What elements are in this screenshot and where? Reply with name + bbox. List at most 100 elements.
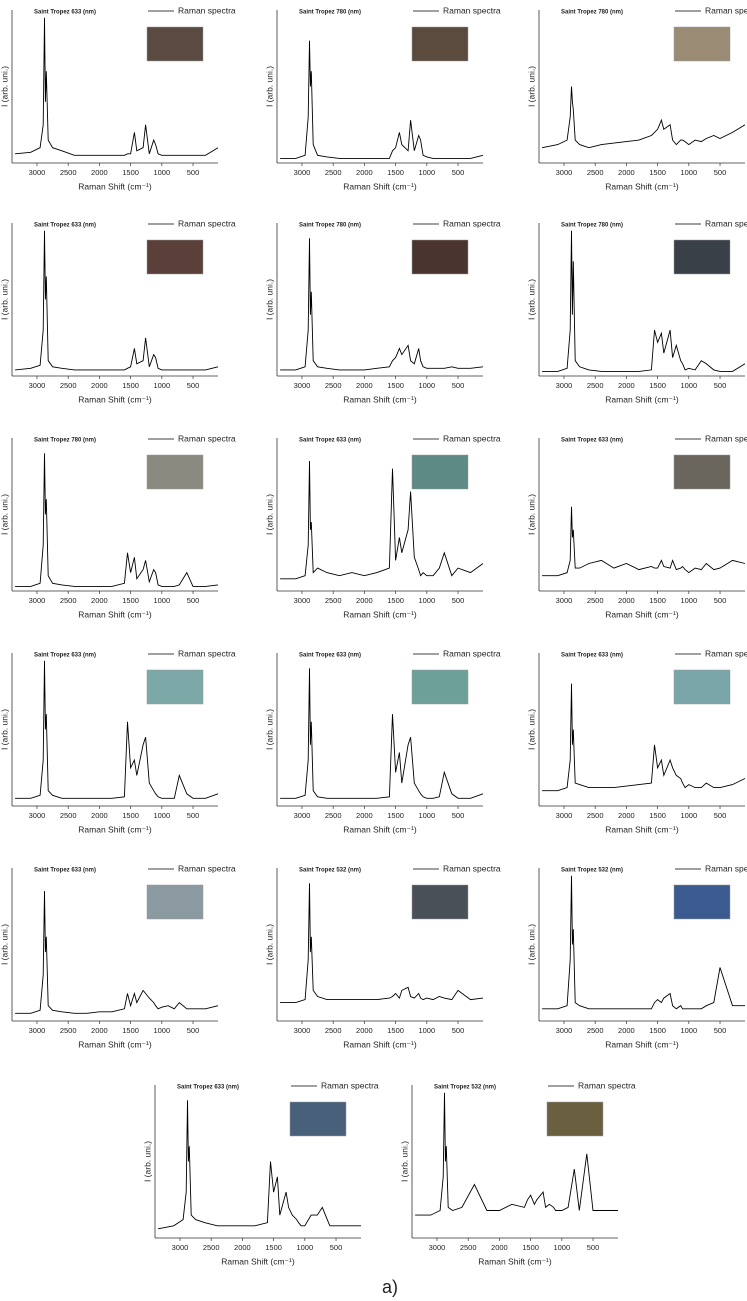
x-tick-label: 1500 <box>122 811 139 820</box>
y-axis-title: I (arb. uni.) <box>0 66 9 107</box>
x-tick-label: 2000 <box>491 1243 508 1252</box>
x-tick-label: 3000 <box>29 168 46 177</box>
x-tick-label: 2500 <box>60 811 77 820</box>
x-tick-label: 2500 <box>60 1026 77 1035</box>
x-tick-label: 1500 <box>649 596 666 605</box>
x-tick-label: 1500 <box>649 1026 666 1035</box>
spectrum-line <box>15 660 219 799</box>
x-tick-label: 500 <box>452 596 465 605</box>
chart-panel: 3000 2500 2000 1500 1000 500 Raman Shift (cm⁻¹… <box>0 648 236 834</box>
x-tick-label: 1500 <box>522 1243 539 1252</box>
sample-photo <box>411 26 469 62</box>
sample-photo <box>289 1101 347 1137</box>
x-tick-label: 3000 <box>172 1243 189 1252</box>
x-tick-label: 1000 <box>680 168 697 177</box>
sample-photo <box>546 1101 604 1137</box>
x-tick-label: 3000 <box>29 1026 46 1035</box>
x-tick-label: 2500 <box>203 1243 220 1252</box>
spectrum-line <box>542 230 746 372</box>
x-tick-label: 1000 <box>418 381 435 390</box>
x-tick-label: 1500 <box>649 168 666 177</box>
legend-label: Raman spectra <box>443 648 501 658</box>
legend-label: Raman spectra <box>705 863 747 873</box>
x-axis-title: Raman Shift (cm⁻¹) <box>605 394 679 404</box>
x-tick-label: 1500 <box>387 381 404 390</box>
sample-photo <box>673 884 731 920</box>
spectrum-line <box>280 460 484 580</box>
x-tick-label: 1000 <box>153 811 170 820</box>
x-tick-label: 2000 <box>356 168 373 177</box>
spectrum-line <box>542 86 746 149</box>
x-tick-label: 1500 <box>387 1026 404 1035</box>
x-tick-label: 500 <box>587 1243 600 1252</box>
x-tick-label: 500 <box>187 1026 200 1035</box>
y-axis-title: I (arb. uni.) <box>526 924 536 965</box>
x-tick-label: 2500 <box>325 168 342 177</box>
x-tick-label: 500 <box>714 811 727 820</box>
x-tick-label: 1000 <box>418 168 435 177</box>
y-axis-title: I (arb. uni.) <box>264 709 274 750</box>
x-tick-label: 1500 <box>387 811 404 820</box>
x-tick-label: 500 <box>714 168 727 177</box>
chart-title: Saint Tropez 532 (nm) <box>561 868 623 874</box>
chart-title: Saint Tropez 780 (nm) <box>561 223 623 229</box>
chart-title: Saint Tropez 633 (nm) <box>561 653 623 659</box>
y-axis-title: I (arb. uni.) <box>264 924 274 965</box>
y-axis-title: I (arb. uni.) <box>0 494 9 535</box>
x-axis-title: Raman Shift (cm⁻¹) <box>343 181 417 191</box>
chart-panel: 3000 2500 2000 1500 1000 500 Raman Shift (cm⁻¹… <box>0 863 236 1049</box>
x-tick-label: 2000 <box>356 381 373 390</box>
x-tick-label: 2000 <box>618 811 635 820</box>
chart-title: Saint Tropez 633 (nm) <box>34 10 96 16</box>
x-tick-label: 2000 <box>356 596 373 605</box>
x-tick-label: 2000 <box>91 1026 108 1035</box>
spectrum-line <box>15 453 219 587</box>
spectrum-line <box>15 17 219 156</box>
x-tick-label: 2500 <box>587 1026 604 1035</box>
legend-label: Raman spectra <box>178 5 236 15</box>
x-tick-label: 1500 <box>649 811 666 820</box>
x-tick-label: 500 <box>187 811 200 820</box>
x-axis-title: Raman Shift (cm⁻¹) <box>605 609 679 619</box>
x-tick-label: 2500 <box>325 1026 342 1035</box>
x-tick-label: 2000 <box>618 168 635 177</box>
x-tick-label: 1000 <box>296 1243 313 1252</box>
spectrum-line <box>15 230 219 371</box>
x-tick-label: 2500 <box>325 381 342 390</box>
x-tick-label: 3000 <box>294 596 311 605</box>
chart-panel: 3000 2500 2000 1500 1000 500 Raman Shift (cm⁻¹… <box>264 218 501 404</box>
y-axis-title: I (arb. uni.) <box>399 1141 409 1182</box>
x-tick-label: 2000 <box>618 381 635 390</box>
y-axis-title: I (arb. uni.) <box>142 1141 152 1182</box>
x-tick-label: 2500 <box>587 811 604 820</box>
chart-title: Saint Tropez 633 (nm) <box>299 653 361 659</box>
x-tick-label: 2500 <box>60 168 77 177</box>
x-axis-title: Raman Shift (cm⁻¹) <box>78 824 152 834</box>
x-axis-title: Raman Shift (cm⁻¹) <box>605 824 679 834</box>
legend-label: Raman spectra <box>443 5 501 15</box>
sample-photo <box>411 669 469 705</box>
x-tick-label: 1000 <box>418 1026 435 1035</box>
x-tick-label: 3000 <box>294 168 311 177</box>
chart-title: Saint Tropez 633 (nm) <box>561 438 623 444</box>
x-tick-label: 1500 <box>122 1026 139 1035</box>
chart-title: Saint Tropez 780 (nm) <box>299 223 361 229</box>
x-tick-label: 1500 <box>387 596 404 605</box>
sample-photo <box>411 454 469 490</box>
x-axis-title: Raman Shift (cm⁻¹) <box>78 1039 152 1049</box>
x-axis-title: Raman Shift (cm⁻¹) <box>605 181 679 191</box>
spectrum-line <box>15 890 219 1014</box>
x-tick-label: 500 <box>452 381 465 390</box>
legend-label: Raman spectra <box>178 218 236 228</box>
x-tick-label: 1000 <box>153 168 170 177</box>
legend-label: Raman spectra <box>705 5 747 15</box>
x-tick-label: 3000 <box>29 811 46 820</box>
x-tick-label: 2000 <box>91 168 108 177</box>
x-tick-label: 1500 <box>122 381 139 390</box>
x-tick-label: 1000 <box>418 596 435 605</box>
x-tick-label: 3000 <box>556 381 573 390</box>
x-tick-label: 2500 <box>60 381 77 390</box>
chart-title: Saint Tropez 633 (nm) <box>34 223 96 229</box>
x-tick-label: 1000 <box>680 811 697 820</box>
legend-label: Raman spectra <box>705 648 747 658</box>
